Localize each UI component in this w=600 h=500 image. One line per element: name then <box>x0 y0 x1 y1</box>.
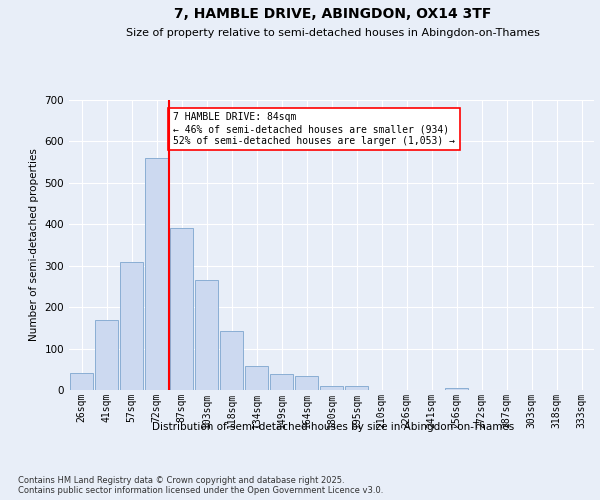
Bar <box>270 374 293 390</box>
Bar <box>245 366 268 390</box>
Bar <box>145 158 168 390</box>
Text: 7, HAMBLE DRIVE, ABINGDON, OX14 3TF: 7, HAMBLE DRIVE, ABINGDON, OX14 3TF <box>175 8 491 22</box>
Bar <box>345 386 368 390</box>
Bar <box>70 372 93 390</box>
Y-axis label: Number of semi-detached properties: Number of semi-detached properties <box>29 148 39 342</box>
Bar <box>120 262 143 390</box>
Bar <box>170 228 193 390</box>
Text: 7 HAMBLE DRIVE: 84sqm
← 46% of semi-detached houses are smaller (934)
52% of sem: 7 HAMBLE DRIVE: 84sqm ← 46% of semi-deta… <box>173 112 455 146</box>
Bar <box>445 388 468 390</box>
Bar <box>220 331 243 390</box>
Text: Contains HM Land Registry data © Crown copyright and database right 2025.
Contai: Contains HM Land Registry data © Crown c… <box>18 476 383 495</box>
Bar <box>320 386 343 390</box>
Bar <box>195 280 218 390</box>
Text: Distribution of semi-detached houses by size in Abingdon-on-Thames: Distribution of semi-detached houses by … <box>152 422 514 432</box>
Text: Size of property relative to semi-detached houses in Abingdon-on-Thames: Size of property relative to semi-detach… <box>126 28 540 38</box>
Bar <box>295 376 318 390</box>
Bar <box>95 320 118 390</box>
